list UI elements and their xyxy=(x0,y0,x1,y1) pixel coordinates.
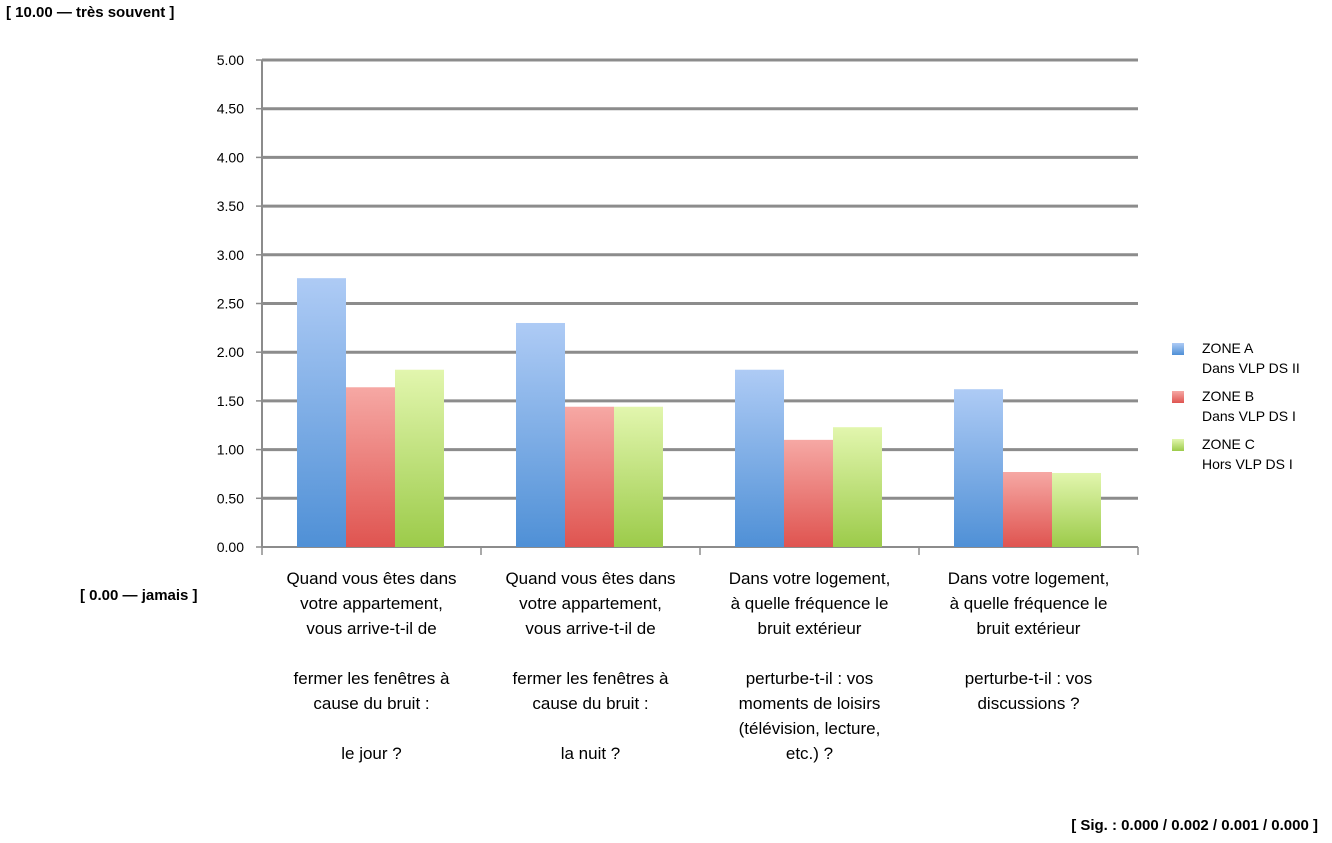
legend-item: ZONE A Dans VLP DS II xyxy=(1172,338,1300,378)
y-axis-top-note: [ 10.00 — très souvent ] xyxy=(6,4,175,21)
bar-zone-b xyxy=(1003,472,1052,547)
x-category-label: Quand vous êtes dans votre appartement, … xyxy=(286,569,457,763)
legend: ZONE A Dans VLP DS II ZONE B Dans VLP DS … xyxy=(1172,338,1300,482)
bar-zone-a xyxy=(954,389,1003,547)
y-tick-label: 4.00 xyxy=(217,149,244,165)
y-tick-label: 0.50 xyxy=(217,490,244,506)
y-axis-bottom-note: [ 0.00 — jamais ] xyxy=(80,587,198,604)
bar-zone-a xyxy=(297,278,346,547)
x-category-label: Quand vous êtes dans votre appartement, … xyxy=(505,569,676,763)
y-tick-label: 2.50 xyxy=(217,296,244,312)
bar-zone-a xyxy=(735,369,784,547)
y-tick-label: 4.50 xyxy=(217,101,244,117)
legend-label: ZONE B Dans VLP DS I xyxy=(1202,388,1296,424)
legend-swatch xyxy=(1172,343,1184,355)
bar-zone-c xyxy=(1052,472,1101,547)
y-tick-label: 1.50 xyxy=(217,393,244,409)
y-tick-label: 2.00 xyxy=(217,344,244,360)
legend-label: ZONE A Dans VLP DS II xyxy=(1202,340,1300,376)
bar-zone-b xyxy=(346,387,395,547)
bar-zone-c xyxy=(833,427,882,547)
legend-item: ZONE B Dans VLP DS I xyxy=(1172,386,1300,426)
legend-swatch xyxy=(1172,391,1184,403)
bar-zone-c xyxy=(614,406,663,547)
legend-swatch xyxy=(1172,439,1184,451)
y-tick-label: 5.00 xyxy=(217,52,244,68)
bar-zone-b xyxy=(565,406,614,547)
bar-zone-a xyxy=(516,322,565,547)
bar-zone-c xyxy=(395,369,444,547)
significance-note: [ Sig. : 0.000 / 0.002 / 0.001 / 0.000 ] xyxy=(1071,817,1318,834)
legend-item: ZONE C Hors VLP DS I xyxy=(1172,434,1300,474)
legend-label: ZONE C Hors VLP DS I xyxy=(1202,436,1293,472)
x-category-label: Dans votre logement, à quelle fréquence … xyxy=(947,569,1110,713)
y-tick-label: 0.00 xyxy=(217,539,244,555)
x-category-label: Dans votre logement, à quelle fréquence … xyxy=(728,569,891,763)
bar-zone-b xyxy=(784,439,833,547)
y-tick-label: 1.00 xyxy=(217,442,244,458)
y-tick-label: 3.50 xyxy=(217,198,244,214)
y-tick-label: 3.00 xyxy=(217,247,244,263)
